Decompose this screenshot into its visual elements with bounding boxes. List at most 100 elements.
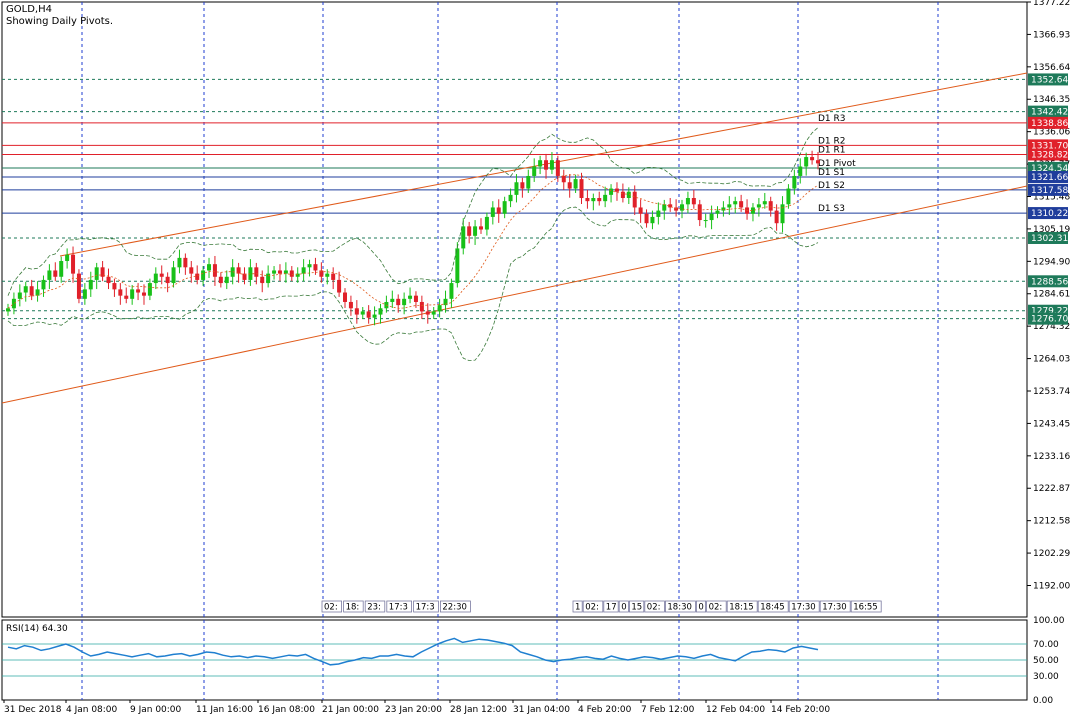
rsi-tick-label: 50.00	[1033, 656, 1059, 666]
candle-bull	[6, 308, 10, 312]
candle-bull	[508, 194, 513, 202]
y-tick-label: 1366.93	[1033, 30, 1070, 40]
candle-bear	[331, 273, 336, 280]
price-tag	[1028, 231, 1068, 244]
pivot-label: D1 R2	[818, 136, 846, 146]
candle-bear	[555, 160, 560, 176]
candle-bull	[130, 289, 135, 299]
candle-bear	[165, 276, 170, 284]
event-time-box	[629, 600, 645, 613]
candle-bear	[638, 207, 643, 214]
x-tick-label: 28 Jan 12:00	[450, 705, 507, 715]
event-time-box	[343, 600, 364, 613]
candle-bull	[65, 254, 70, 262]
candle-bear	[585, 198, 590, 202]
event-time-box	[413, 600, 439, 613]
candle-bear	[366, 311, 371, 318]
candle-bear	[413, 295, 418, 302]
pivot-label: D1 S1	[818, 168, 845, 178]
candle-bull	[59, 261, 64, 277]
y-tick-label: 1243.45	[1033, 419, 1070, 429]
price-tag	[1028, 183, 1068, 196]
moving-average	[7, 174, 819, 309]
candle-bear	[739, 201, 744, 208]
candle-bear	[419, 301, 424, 312]
price-tag-label: 1288.56	[1031, 277, 1068, 287]
pivot-label: D1 R3	[818, 114, 846, 124]
x-tick-label: 7 Feb 12:00	[641, 705, 695, 715]
x-tick-label: 31 Dec 2018	[4, 705, 62, 715]
event-time-box	[757, 600, 789, 613]
y-tick-label: 1377.22	[1033, 0, 1070, 8]
candle-bear	[579, 179, 584, 199]
candle-bear	[496, 207, 501, 214]
candle-bull	[762, 201, 767, 205]
candle-bear	[53, 270, 58, 277]
candle-bull	[408, 295, 413, 299]
x-tick-label: 9 Jan 00:00	[130, 705, 182, 715]
event-time-label: 23:	[367, 603, 381, 613]
candle-bear	[141, 292, 146, 296]
candle-bull	[703, 220, 708, 222]
candle-bear	[218, 276, 223, 284]
candle-bull	[461, 226, 466, 249]
event-time-label: 17	[606, 603, 617, 613]
y-tick-label: 1212.58	[1033, 517, 1070, 527]
candle-bull	[549, 160, 554, 170]
candle-bull	[82, 289, 87, 299]
candle-bull	[35, 289, 40, 296]
event-time-label: 18:30	[667, 603, 692, 613]
event-time-box	[618, 600, 629, 613]
candle-bull	[650, 216, 655, 224]
candle-bear	[159, 273, 164, 277]
price-tag-label: 1352.64	[1031, 75, 1068, 85]
price-tag-label: 1279.22	[1031, 307, 1068, 317]
event-time-label: 18:	[346, 603, 360, 613]
y-tick-label: 1305.19	[1033, 225, 1070, 235]
price-tag-label: 1331.70	[1031, 141, 1068, 151]
candle-bull	[94, 267, 99, 280]
candle-bear	[768, 201, 773, 211]
price-tag-label: 1321.66	[1031, 173, 1068, 183]
event-time-box	[696, 600, 707, 613]
rsi-tick-label: 0.00	[1033, 696, 1053, 706]
event-time-label: 17:3	[389, 603, 408, 613]
event-time-label: 02:	[709, 603, 723, 613]
candle-bear	[254, 267, 259, 277]
event-time-box	[364, 600, 386, 613]
candle-bull	[171, 267, 176, 284]
pivot-label: D1 S3	[818, 204, 845, 214]
candle-bear	[774, 210, 779, 224]
x-tick-label: 31 Jan 04:00	[513, 705, 570, 715]
candle-bull	[727, 204, 732, 208]
candle-bull	[786, 188, 791, 205]
event-time-box	[788, 600, 820, 613]
candle-bull	[47, 270, 52, 280]
rsi-tick-label: 100.00	[1033, 616, 1065, 626]
event-time-label: 02:	[647, 603, 661, 613]
candle-bull	[449, 283, 454, 299]
candle-bull	[804, 157, 809, 167]
event-time-box	[726, 600, 758, 613]
candle-bear	[354, 308, 359, 315]
y-tick-label: 1253.74	[1033, 387, 1070, 397]
candle-bear	[632, 191, 637, 208]
price-tag	[1028, 105, 1068, 118]
candle-bull	[573, 179, 578, 189]
candle-bull	[372, 314, 377, 318]
candle-bull	[207, 264, 212, 271]
candle-bear	[195, 273, 200, 280]
candle-bear	[697, 204, 702, 221]
candle-bear	[674, 207, 679, 211]
main-plot-frame	[1, 1, 1028, 618]
candle-bull	[721, 207, 726, 211]
candle-bull	[248, 267, 253, 280]
candle-bull	[733, 201, 738, 205]
y-tick-label: 1222.87	[1033, 484, 1070, 494]
candle-bear	[112, 283, 117, 290]
candle-bull	[325, 273, 330, 277]
candle-bear	[189, 267, 194, 274]
candle-bear	[236, 267, 241, 274]
candle-bull	[780, 204, 785, 224]
